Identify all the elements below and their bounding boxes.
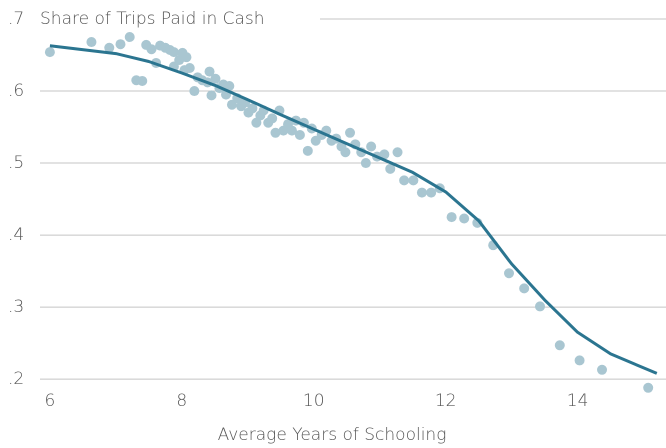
- point: [168, 47, 179, 58]
- point: [247, 103, 258, 114]
- point: [392, 147, 403, 158]
- point: [189, 86, 200, 97]
- y-tick-label: .4: [8, 225, 24, 245]
- point: [597, 364, 608, 375]
- point: [146, 44, 157, 55]
- point: [535, 301, 546, 312]
- point: [270, 127, 281, 138]
- point: [104, 42, 115, 53]
- point: [519, 283, 530, 294]
- point: [446, 212, 457, 223]
- point: [224, 80, 235, 91]
- y-tick-label: .2: [8, 369, 24, 389]
- point: [399, 175, 410, 186]
- point: [124, 32, 135, 43]
- y-tick-label: .6: [8, 81, 24, 101]
- point: [554, 340, 565, 351]
- point: [137, 75, 148, 86]
- y-tick-label: .5: [8, 153, 24, 173]
- point: [345, 127, 356, 138]
- point: [366, 141, 377, 152]
- point: [294, 129, 305, 140]
- point: [340, 147, 351, 158]
- point: [408, 175, 419, 186]
- x-tick-label: 8: [176, 391, 187, 411]
- point: [385, 163, 396, 174]
- point: [204, 66, 215, 77]
- point: [206, 90, 217, 101]
- point: [504, 268, 515, 279]
- point: [416, 187, 427, 198]
- x-tick-label: 6: [44, 391, 55, 411]
- y-tick-label: .7: [8, 9, 24, 29]
- chart-title: Share of Trips Paid in Cash: [40, 9, 265, 29]
- x-tick-label: 10: [303, 391, 325, 411]
- point: [184, 62, 195, 73]
- point: [115, 39, 126, 50]
- point: [181, 52, 192, 63]
- point: [426, 187, 437, 198]
- point: [286, 125, 297, 136]
- x-axis-label: Average Years of Schooling: [218, 425, 447, 445]
- point: [574, 355, 585, 366]
- x-tick-label: 12: [435, 391, 457, 411]
- point: [360, 158, 371, 169]
- point: [379, 149, 390, 160]
- point: [459, 213, 470, 224]
- point: [44, 47, 55, 58]
- x-tick-label: 14: [567, 391, 589, 411]
- point: [86, 37, 97, 48]
- y-tick-label: .3: [8, 297, 24, 317]
- fit-line: [49, 44, 658, 375]
- point: [267, 113, 278, 124]
- point: [643, 382, 654, 393]
- point: [210, 73, 221, 84]
- point: [302, 145, 313, 156]
